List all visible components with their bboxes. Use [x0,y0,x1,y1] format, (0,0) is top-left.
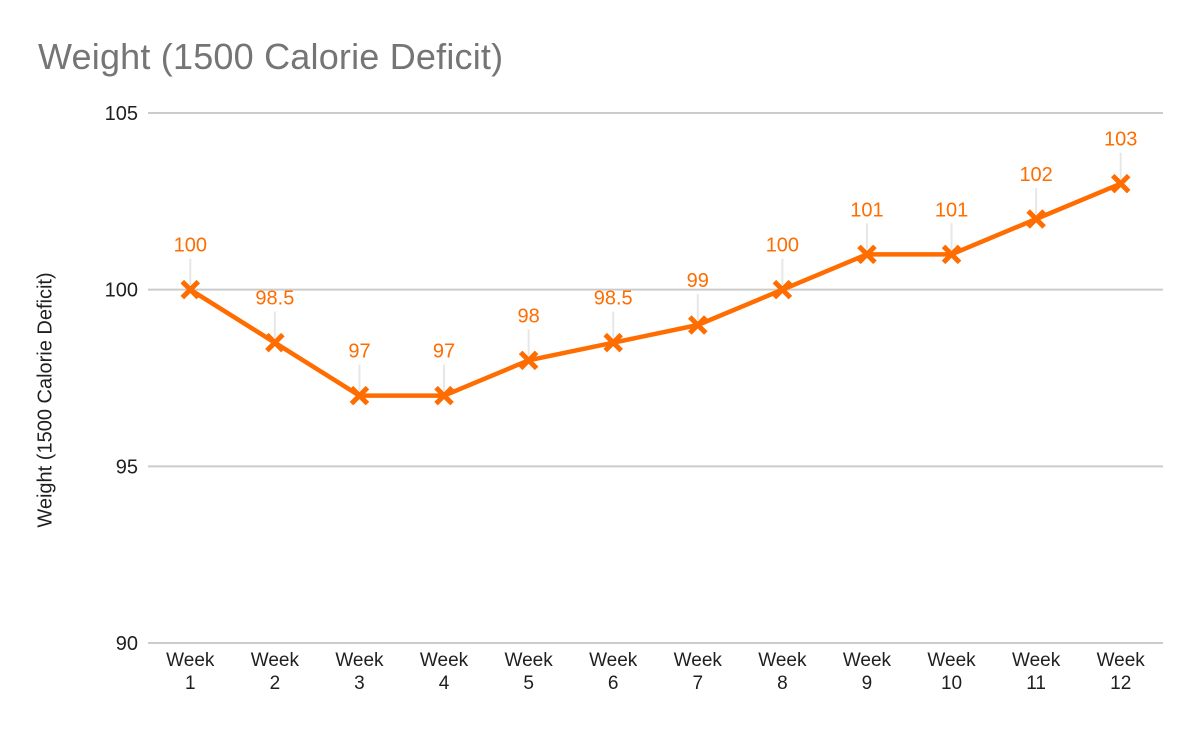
x-tick-label: Week 8 [758,650,807,694]
x-tick-label: Week 5 [505,650,554,694]
y-tick-label: 100 [105,280,138,302]
data-point-marker [349,385,370,406]
x-tick-label: Week 11 [1012,650,1061,694]
data-label: 103 [1104,129,1137,151]
data-label: 97 [348,341,370,363]
data-label: 98.5 [255,288,294,310]
y-tick-label: 90 [116,633,138,655]
data-label: 101 [850,199,883,221]
data-point-marker [1026,209,1046,229]
x-tick-label: Week 12 [1097,650,1146,694]
y-tick-label: 105 [105,103,138,125]
data-label: 100 [766,235,799,257]
x-tick-label: Week 4 [420,650,469,694]
data-label: 97 [433,341,455,363]
data-point-marker [265,332,285,353]
x-tick-label: Week 7 [674,650,723,694]
data-label: 98 [518,305,540,327]
data-label: 101 [935,199,968,221]
data-point-marker [772,279,793,300]
x-tick-label: Week 1 [166,650,215,694]
x-tick-label: Week 3 [335,650,384,694]
data-point-marker [941,244,962,265]
data-label: 99 [687,270,709,292]
data-label: 98.5 [594,288,633,310]
data-label: 102 [1019,164,1052,186]
data-point-marker [603,332,623,353]
x-tick-label: Week 10 [927,650,976,694]
data-point-marker [857,244,877,265]
data-point-marker [518,350,539,371]
x-tick-label: Week 2 [251,650,300,694]
y-tick-label: 95 [116,456,138,478]
chart-title: Weight (1500 Calorie Deficit) [38,36,504,77]
x-tick-label: Week 6 [589,650,638,694]
series-line [188,181,1123,398]
data-point-marker [180,279,201,300]
data-point-marker [688,315,708,335]
data-point-marker [434,385,454,406]
data-label: 100 [174,235,207,257]
data-point-marker [1110,173,1131,194]
x-tick-label: Week 9 [843,650,892,694]
